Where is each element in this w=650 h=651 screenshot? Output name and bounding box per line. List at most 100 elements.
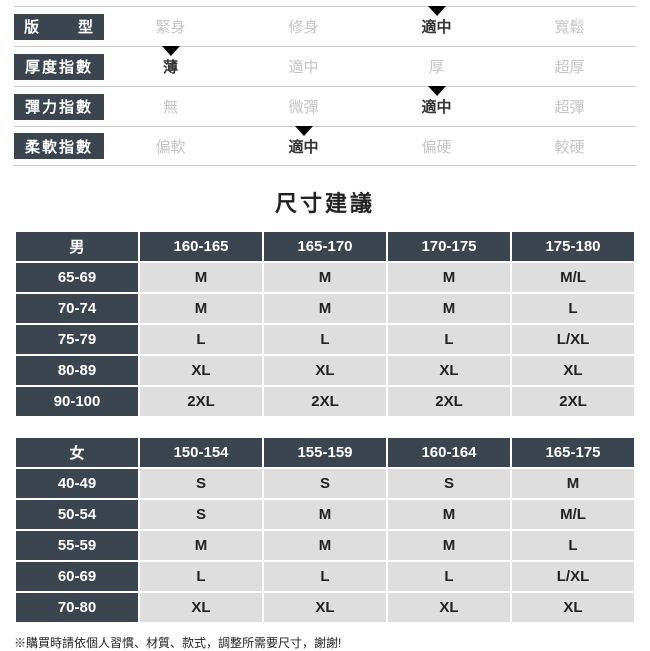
size-cell: M [139,530,263,561]
table-corner: 男 [15,231,139,262]
size-tables: 男160-165165-170170-175175-18065-69MMMM/L… [14,230,636,624]
table-row: 60-69LLLL/XL [15,561,635,592]
table-row: 55-59MMML [15,530,635,561]
size-cell: M [139,262,263,293]
size-cell: M/L [511,262,635,293]
size-cell: 2XL [263,386,387,417]
size-cell: M [263,530,387,561]
indicator-row: 版型緊身修身適中寬鬆 [14,6,636,46]
size-cell: L [263,561,387,592]
indicator-option: 偏軟 [104,127,237,165]
size-cell: L [139,324,263,355]
indicator-label: 版型 [14,14,104,40]
size-cell: L [139,561,263,592]
indicator-label: 厚度指數 [14,54,104,80]
row-header: 70-80 [15,592,139,623]
row-header: 50-54 [15,499,139,530]
table-corner: 女 [15,437,139,468]
indicator-option: 超彈 [503,87,636,126]
size-cell: XL [139,355,263,386]
indicator-option: 修身 [237,7,370,46]
indicator-option: 偏硬 [370,127,503,165]
size-table: 男160-165165-170170-175175-18065-69MMMM/L… [14,230,636,418]
col-header: 155-159 [263,437,387,468]
row-header: 65-69 [15,262,139,293]
indicator-option: 超厚 [503,47,636,86]
col-header: 165-175 [511,437,635,468]
indicator-options: 薄適中厚超厚 [104,47,636,86]
size-cell: L [511,530,635,561]
row-header: 40-49 [15,468,139,499]
indicator-option: 適中 [370,7,503,46]
size-cell: 2XL [139,386,263,417]
size-cell: M [511,468,635,499]
row-header: 80-89 [15,355,139,386]
indicator-option: 緊身 [104,7,237,46]
indicator-option: 適中 [237,47,370,86]
size-cell: XL [511,355,635,386]
indicator-row: 彈力指數無微彈適中超彈 [14,86,636,126]
size-cell: S [263,468,387,499]
col-header: 165-170 [263,231,387,262]
row-header: 55-59 [15,530,139,561]
indicator-panel: 版型緊身修身適中寬鬆厚度指數薄適中厚超厚彈力指數無微彈適中超彈柔軟指數偏軟適中偏… [14,6,636,166]
size-cell: S [139,468,263,499]
indicator-option: 適中 [370,87,503,126]
size-cell: L/XL [511,324,635,355]
size-cell: XL [139,592,263,623]
size-cell: XL [511,592,635,623]
table-row: 70-74MMML [15,293,635,324]
size-cell: M [387,530,511,561]
col-header: 160-164 [387,437,511,468]
section-title: 尺寸建議 [14,186,636,218]
row-header: 75-79 [15,324,139,355]
indicator-option: 薄 [104,47,237,86]
indicator-options: 偏軟適中偏硬較硬 [104,127,636,165]
col-header: 170-175 [387,231,511,262]
table-row: 80-89XLXLXLXL [15,355,635,386]
size-table: 女150-154155-159160-164165-17540-49SSSM50… [14,436,636,624]
indicator-option: 寬鬆 [503,7,636,46]
row-header: 90-100 [15,386,139,417]
table-row: 50-54SMMM/L [15,499,635,530]
size-cell: S [387,468,511,499]
indicator-options: 緊身修身適中寬鬆 [104,7,636,46]
size-cell: XL [263,355,387,386]
row-header: 70-74 [15,293,139,324]
size-cell: XL [387,355,511,386]
indicator-option: 無 [104,87,237,126]
table-row: 70-80XLXLXLXL [15,592,635,623]
size-cell: XL [387,592,511,623]
indicator-row: 厚度指數薄適中厚超厚 [14,46,636,86]
indicator-options: 無微彈適中超彈 [104,87,636,126]
size-cell: L [387,324,511,355]
table-row: 40-49SSSM [15,468,635,499]
size-cell: 2XL [387,386,511,417]
col-header: 160-165 [139,231,263,262]
size-cell: M [263,499,387,530]
size-cell: M [139,293,263,324]
footnote: ※購買時請依個人習慣、材質、款式，調整所需要尺寸，謝謝! [14,634,636,651]
indicator-option: 較硬 [503,127,636,165]
table-row: 65-69MMMM/L [15,262,635,293]
size-cell: M [387,262,511,293]
size-cell: M [263,293,387,324]
size-cell: L/XL [511,561,635,592]
row-header: 60-69 [15,561,139,592]
size-cell: M [263,262,387,293]
indicator-option: 微彈 [237,87,370,126]
table-row: 90-1002XL2XL2XL2XL [15,386,635,417]
size-cell: L [263,324,387,355]
indicator-label: 彈力指數 [14,94,104,120]
indicator-label: 柔軟指數 [14,133,104,159]
col-header: 175-180 [511,231,635,262]
size-cell: M/L [511,499,635,530]
size-cell: L [387,561,511,592]
size-cell: S [139,499,263,530]
indicator-option: 適中 [237,127,370,165]
col-header: 150-154 [139,437,263,468]
size-cell: M [387,499,511,530]
size-cell: M [387,293,511,324]
size-cell: 2XL [511,386,635,417]
table-row: 75-79LLLL/XL [15,324,635,355]
